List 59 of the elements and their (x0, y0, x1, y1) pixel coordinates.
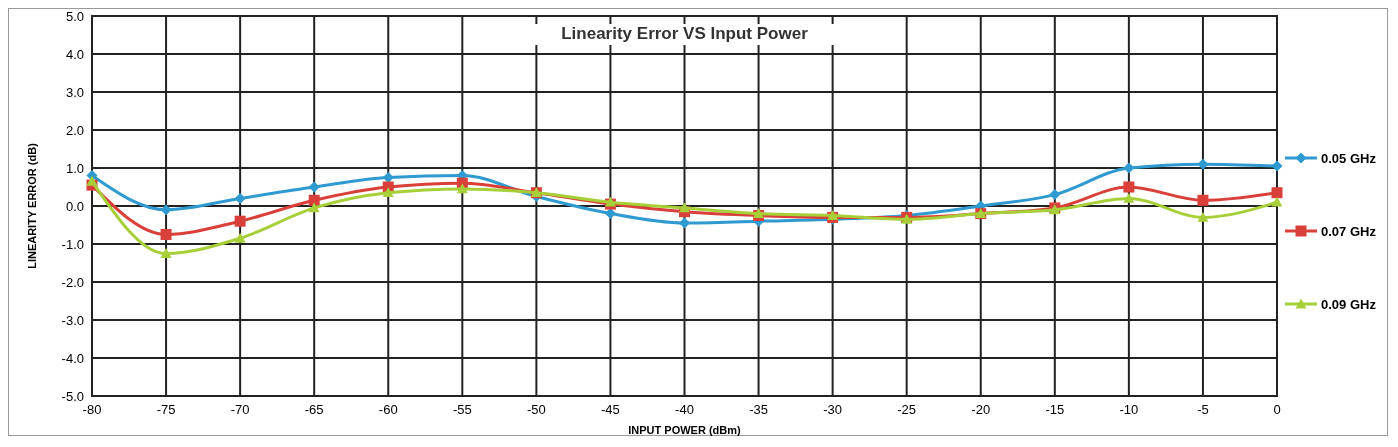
point (160, 229, 172, 240)
point (1123, 192, 1135, 203)
x-tick-label: 0 (1273, 402, 1281, 417)
point (1271, 160, 1283, 172)
y-tick-label: -1.0 (61, 236, 84, 252)
y-tick-label: -2.0 (61, 274, 84, 290)
point (234, 232, 246, 243)
point (1197, 158, 1209, 170)
point (1049, 189, 1061, 201)
x-tick-label: -60 (378, 402, 398, 417)
point (382, 187, 394, 198)
x-tick-label: -55 (452, 402, 472, 417)
x-tick-label: -35 (749, 402, 768, 417)
x-tick-label: -45 (601, 402, 620, 417)
x-tick-label: -50 (526, 402, 546, 417)
point (1271, 187, 1283, 199)
point (1197, 211, 1209, 222)
x-tick-label: -15 (1045, 402, 1065, 417)
point (308, 181, 320, 193)
y-tick-label: 5.0 (65, 8, 84, 24)
point (234, 215, 246, 227)
point (308, 194, 320, 206)
y-tick-label: -4.0 (61, 350, 84, 366)
point (456, 183, 468, 194)
point (679, 202, 690, 213)
y-tick-label: 2.0 (65, 122, 84, 138)
x-tick-label: -65 (304, 402, 324, 417)
point (160, 248, 172, 258)
point (1123, 181, 1135, 193)
x-tick-label: -10 (1119, 402, 1139, 417)
point (604, 208, 616, 220)
y-axis-title: LINEARITY ERROR (dB) (26, 142, 38, 269)
point (308, 202, 320, 213)
y-tick-label: 1.0 (65, 160, 84, 176)
y-tick-label: -3.0 (61, 312, 84, 328)
x-tick-label: -25 (897, 402, 917, 417)
x-axis-title: INPUT POWER (dBm) (628, 424, 742, 436)
x-tick-label: -70 (230, 402, 250, 417)
point (1123, 162, 1135, 174)
x-tick-label: -5 (1197, 402, 1209, 417)
legend-label: 0.05 GHz (1321, 151, 1377, 166)
x-tick-label: -30 (823, 402, 843, 417)
legend-label: 0.09 GHz (1321, 297, 1377, 312)
point (86, 175, 98, 186)
point (234, 192, 246, 204)
x-tick-label: -80 (82, 402, 102, 417)
point (382, 172, 394, 183)
text: Linearity Error VS Input Power (561, 24, 809, 43)
point (679, 217, 690, 229)
legend-label: 0.07 GHz (1321, 224, 1377, 239)
x-tick-label: -40 (675, 402, 694, 417)
y-tick-label: -5.0 (61, 388, 84, 404)
x-tick-label: -75 (156, 402, 176, 417)
point (1271, 196, 1283, 207)
point (1197, 194, 1209, 206)
y-tick-label: 4.0 (65, 46, 84, 62)
x-tick-label: -20 (971, 402, 991, 417)
y-tick-label: 0.0 (65, 198, 84, 214)
y-tick-label: 3.0 (65, 84, 84, 100)
